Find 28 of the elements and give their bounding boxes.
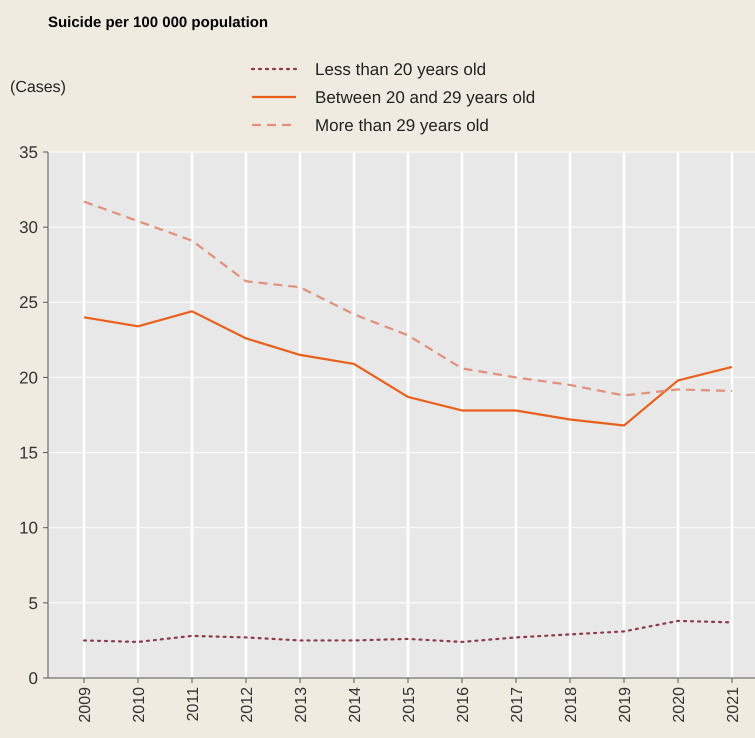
line-series [82, 310, 734, 427]
x-tick-label: 2019 [617, 686, 634, 723]
x-tick-label: 2016 [455, 686, 472, 723]
x-tick-label: 2020 [671, 686, 688, 723]
y-axis-title: (Cases) [10, 79, 66, 96]
y-tick-label: 30 [19, 218, 38, 238]
legend-label: Between 20 and 29 years old [315, 88, 536, 107]
y-tick-label: 5 [28, 594, 38, 613]
x-tick-label: 2011 [185, 686, 202, 722]
x-tick-label: 2017 [509, 686, 526, 723]
x-tick-label: 2009 [77, 686, 94, 723]
x-tick-label: 2018 [563, 686, 580, 723]
y-tick-label: 25 [19, 293, 38, 312]
y-tick-label: 20 [19, 368, 38, 388]
y-tick-label: 0 [28, 668, 38, 688]
x-tick-label: 2015 [401, 686, 418, 723]
x-tick-label: 2013 [293, 686, 310, 723]
x-tick-label: 2014 [347, 686, 364, 723]
chart-title: Suicide per 100 000 population [48, 14, 268, 31]
y-tick-label: 15 [19, 444, 38, 463]
line-series [82, 200, 734, 397]
x-tick-label: 2012 [239, 686, 256, 723]
legend-label: Less than 20 years old [315, 60, 486, 79]
legend-label: More than 29 years old [315, 116, 489, 135]
x-tick-label: 2021 [725, 686, 742, 723]
y-tick-label: 35 [19, 142, 38, 162]
y-tick-label: 10 [19, 518, 38, 538]
x-tick-label: 2010 [131, 686, 148, 723]
